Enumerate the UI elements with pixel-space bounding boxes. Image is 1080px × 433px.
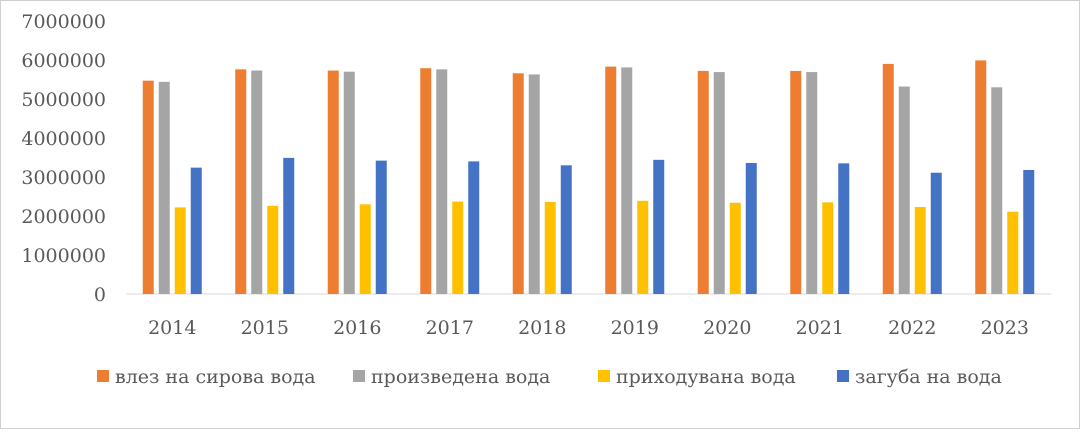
y-tick-label: 4000000: [21, 128, 106, 150]
legend-swatch: [353, 370, 365, 382]
bar-2018-series-4: [560, 165, 572, 294]
x-tick-label: 2015: [241, 317, 289, 339]
bar-2015-series-4: [283, 157, 295, 294]
x-tick-label: 2023: [981, 317, 1029, 339]
legend-label: произведена вода: [371, 366, 550, 388]
legend-swatch: [598, 370, 610, 382]
x-tick-label: 2018: [518, 317, 566, 339]
bar-2015-series-1: [235, 69, 247, 294]
y-tick-label: 0: [94, 284, 106, 306]
bars: [142, 60, 1035, 295]
y-tick-label: 6000000: [21, 50, 106, 72]
bar-2017-series-3: [452, 201, 464, 294]
legend-swatch: [837, 370, 849, 382]
legend-swatch: [97, 370, 109, 382]
x-axis-ticks: 2014 2015 2016 2017 2018 2019 2020 2021 2022 2023: [148, 317, 1029, 339]
bar-2014-series-2: [158, 81, 170, 294]
legend-label: приходувана вода: [616, 366, 796, 388]
bar-2021-series-4: [838, 163, 850, 294]
y-tick-label: 1000000: [21, 245, 106, 267]
bar-2018-series-3: [544, 201, 556, 294]
bar-2022-series-3: [914, 207, 926, 294]
legend: влез на сирова вода произведена вода прихо…: [97, 366, 1002, 388]
y-tick-label: 5000000: [21, 89, 106, 111]
bar-2021-series-2: [806, 72, 818, 294]
legend-label: влез на сирова вода: [115, 366, 316, 388]
bar-2020-series-3: [729, 202, 741, 294]
bar-2023-series-1: [975, 60, 987, 294]
legend-label: загуба на вода: [855, 366, 1002, 388]
bar-2019-series-2: [621, 67, 633, 294]
y-tick-label: 7000000: [21, 11, 106, 33]
bar-2020-series-2: [713, 72, 725, 294]
x-tick-label: 2019: [611, 317, 659, 339]
bar-2019-series-1: [605, 66, 617, 294]
bar-2018-series-1: [512, 73, 524, 294]
y-tick-label: 2000000: [21, 206, 106, 228]
bar-2019-series-4: [653, 159, 665, 294]
bar-2016-series-4: [375, 160, 387, 294]
bar-2014-series-3: [174, 207, 186, 294]
bar-2021-series-1: [790, 70, 802, 294]
bar-2018-series-2: [528, 74, 540, 295]
bar-2016-series-2: [343, 71, 355, 294]
bar-2019-series-3: [637, 200, 649, 294]
bar-2015-series-2: [251, 70, 263, 294]
bar-2017-series-4: [468, 161, 480, 294]
x-tick-label: 2020: [703, 317, 751, 339]
bar-2017-series-1: [420, 68, 432, 294]
bar-2023-series-3: [1007, 211, 1019, 294]
y-tick-label: 3000000: [21, 167, 106, 189]
bar-2016-series-3: [359, 204, 371, 294]
bar-2016-series-1: [327, 70, 339, 294]
bar-2014-series-4: [190, 167, 202, 294]
bar-2017-series-2: [436, 69, 448, 294]
bar-2020-series-4: [745, 162, 757, 294]
x-tick-label: 2014: [148, 317, 196, 339]
bar-2022-series-4: [930, 172, 942, 294]
bar-2014-series-1: [142, 80, 154, 294]
x-tick-label: 2016: [333, 317, 381, 339]
x-tick-label: 2021: [796, 317, 844, 339]
x-tick-label: 2022: [888, 317, 936, 339]
bar-2023-series-2: [991, 87, 1003, 294]
bar-2022-series-2: [898, 86, 910, 295]
bar-2015-series-3: [267, 205, 279, 294]
y-axis-ticks: 0 1000000 2000000 3000000 4000000 5000000 6000…: [21, 11, 106, 306]
x-tick-label: 2017: [426, 317, 474, 339]
bar-2021-series-3: [822, 202, 834, 294]
bar-2020-series-1: [697, 70, 709, 294]
bar-2023-series-4: [1023, 169, 1035, 294]
bar-2022-series-1: [882, 63, 894, 295]
